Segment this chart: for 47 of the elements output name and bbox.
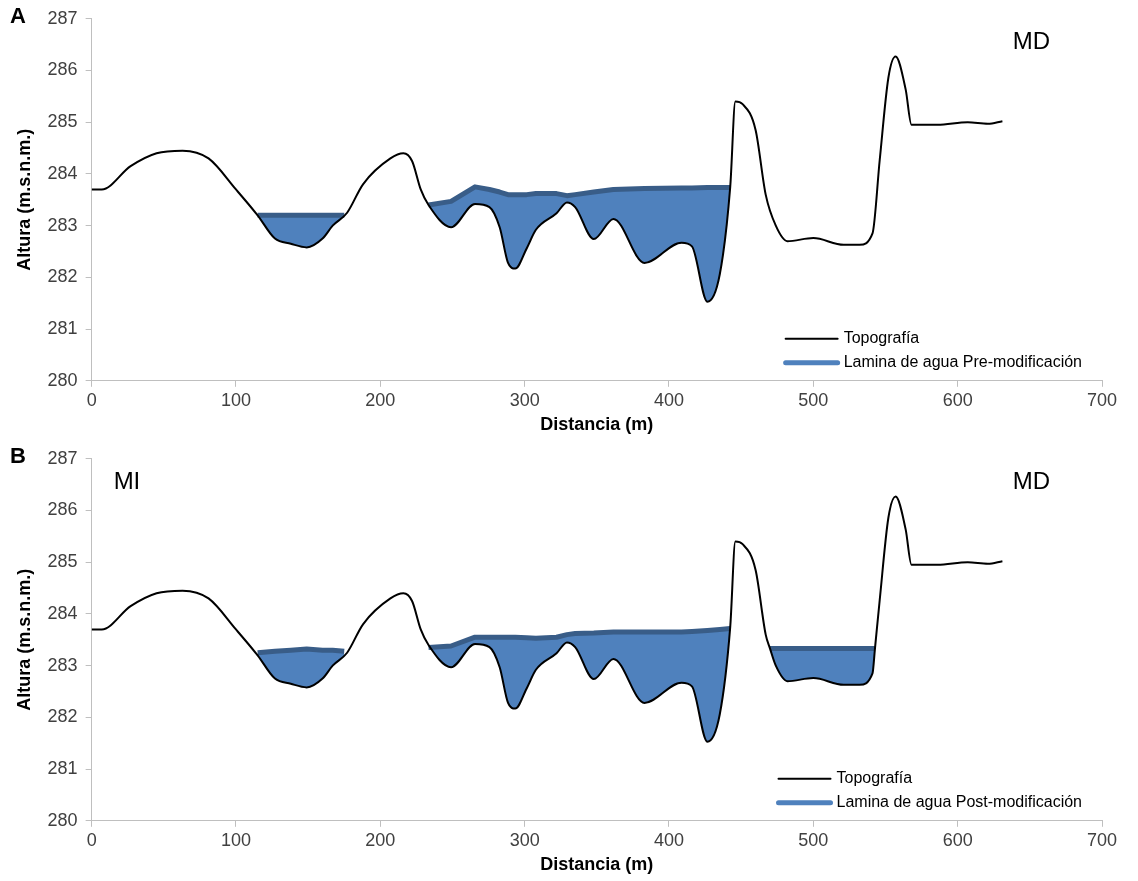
chart-title: B: [10, 443, 26, 469]
annotation: MI: [113, 467, 141, 495]
annotation: MD: [1012, 27, 1050, 55]
y-tick-label: 283: [47, 654, 78, 675]
x-tick-label: 700: [1086, 829, 1118, 850]
x-axis-title: Distancia (m): [540, 854, 654, 875]
x-tick-label: 200: [365, 829, 396, 850]
legend-label: Lamina de agua Post-modificación: [836, 793, 1083, 811]
y-tick-label: 286: [47, 499, 78, 520]
x-tick-label: 100: [220, 389, 251, 410]
x-tick-label: 200: [365, 389, 396, 410]
x-tick-label: 400: [653, 389, 685, 410]
y-tick-label: 284: [47, 162, 78, 183]
legend-label: Topografía: [843, 329, 920, 347]
chart-title: A: [10, 3, 26, 29]
x-tick-label: 600: [942, 829, 973, 850]
y-tick-label: 285: [47, 111, 78, 132]
x-tick-label: 300: [509, 389, 540, 410]
y-tick-label: 286: [47, 59, 78, 80]
y-axis-title: Altura (m.s.n.m.): [13, 568, 34, 711]
x-tick-label: 500: [798, 389, 829, 410]
y-tick-label: 287: [47, 7, 78, 28]
x-tick-label: 600: [942, 389, 973, 410]
y-tick-label: 282: [47, 266, 78, 287]
y-tick-label: 282: [47, 706, 78, 727]
y-tick-label: 287: [47, 447, 78, 468]
y-axis-title: Altura (m.s.n.m.): [13, 128, 34, 271]
y-tick-label: 285: [47, 551, 78, 572]
x-tick-label: 400: [653, 829, 685, 850]
x-tick-label: 300: [509, 829, 540, 850]
x-tick-label: 100: [220, 829, 251, 850]
y-tick-label: 284: [47, 602, 78, 623]
x-axis-title: Distancia (m): [540, 414, 654, 435]
x-tick-label: 700: [1086, 389, 1118, 410]
x-tick-label: 500: [798, 829, 829, 850]
y-tick-label: 281: [47, 318, 78, 339]
y-tick-label: 283: [47, 214, 78, 235]
y-tick-label: 281: [47, 758, 78, 779]
line-series: [91, 495, 1004, 743]
x-tick-label: 0: [86, 829, 97, 850]
x-tick-label: 0: [86, 389, 97, 410]
legend-label: Topografía: [836, 769, 913, 787]
annotation: MD: [1012, 467, 1050, 495]
y-tick-label: 280: [47, 809, 78, 830]
legend-label: Lamina de agua Pre-modificación: [843, 353, 1082, 371]
line-series: [91, 55, 1004, 303]
y-tick-label: 280: [47, 369, 78, 390]
